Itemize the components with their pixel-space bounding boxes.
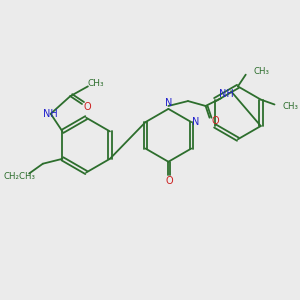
Text: CH₃: CH₃: [282, 102, 298, 111]
Text: N: N: [165, 98, 172, 108]
Text: NH: NH: [43, 109, 58, 119]
Text: CH₃: CH₃: [254, 67, 270, 76]
Text: NH: NH: [219, 89, 233, 99]
Text: O: O: [212, 116, 219, 126]
Text: CH₂CH₃: CH₂CH₃: [3, 172, 35, 181]
Text: O: O: [83, 102, 91, 112]
Text: N: N: [191, 117, 199, 127]
Text: O: O: [166, 176, 173, 186]
Text: CH₃: CH₃: [87, 79, 104, 88]
